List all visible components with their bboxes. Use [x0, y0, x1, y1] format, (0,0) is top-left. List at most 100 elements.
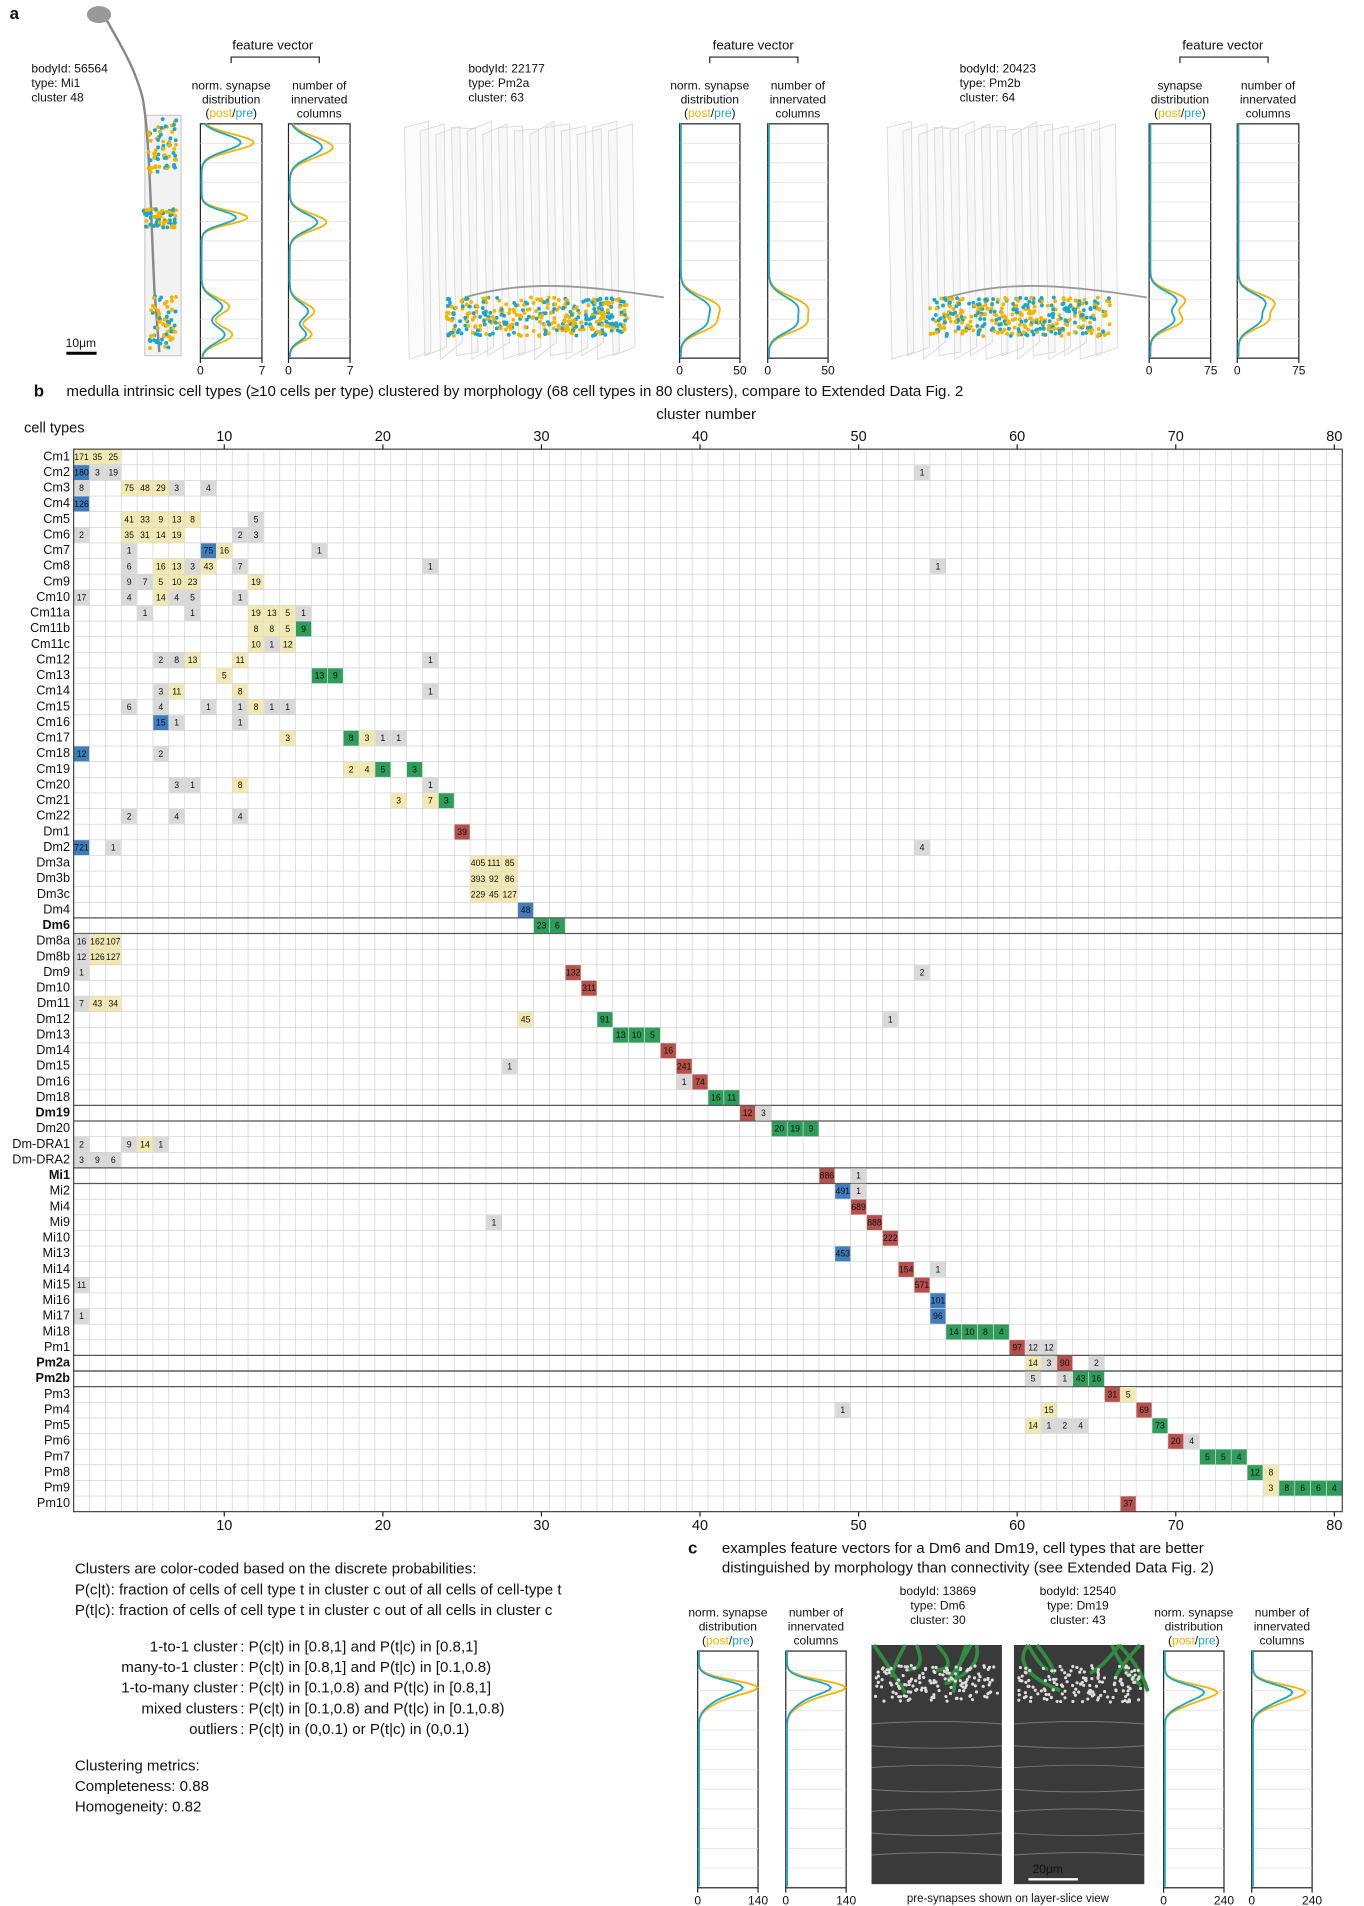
synapse-dot	[625, 303, 629, 307]
synapse-dot	[964, 1681, 967, 1684]
synapse-dot	[1087, 1691, 1090, 1694]
legend-note: Clusters are color-coded based on the di…	[75, 1561, 477, 1578]
synapse-dot	[1018, 296, 1022, 300]
synapse-dot	[153, 164, 157, 168]
synapse-dot	[1022, 331, 1026, 335]
synapse-dot	[166, 329, 170, 333]
synapse-dot	[623, 319, 627, 323]
chart-title: number of	[1255, 1606, 1310, 1620]
cell-value: 5	[285, 608, 290, 618]
cell-value: 7	[143, 577, 148, 587]
cell-value: 8	[174, 655, 179, 665]
synapse-dot	[165, 225, 169, 229]
synapse-dot	[466, 324, 470, 328]
cell-value: 4	[1237, 1452, 1242, 1462]
synapse-dot	[484, 332, 488, 336]
synapse-dot	[992, 1665, 995, 1668]
synapse-dot	[1085, 316, 1089, 320]
synapse-dot	[1099, 1694, 1102, 1697]
synapse-dot	[946, 1669, 949, 1672]
cell-value: 4	[174, 811, 179, 821]
synapse-dot	[905, 1683, 908, 1686]
x-axis-title: cluster number	[656, 406, 756, 423]
synapse-dot	[570, 331, 574, 335]
synapse-dot	[579, 320, 583, 324]
synapse-dot	[149, 158, 153, 162]
synapse-dot	[1057, 313, 1061, 317]
cell-value: 2	[158, 655, 163, 665]
neuron-info: cluster: 30	[910, 1613, 966, 1627]
chart-title: innervated	[291, 92, 347, 106]
synapse-dot	[507, 311, 511, 315]
cell-value: 4	[920, 842, 925, 852]
cell-value: 9	[127, 577, 132, 587]
synapse-dot	[1001, 315, 1005, 319]
synapse-dot	[483, 323, 487, 327]
legend-rule: : P(c|t) in (0,0.1) or P(t|c) in (0,0.1)	[240, 1721, 469, 1738]
synapse-dot	[1040, 304, 1044, 308]
synapse-dot	[156, 170, 160, 174]
synapse-dot	[1027, 300, 1031, 304]
cell-value: 405	[471, 858, 486, 868]
synapse-dot	[563, 325, 567, 329]
synapse-dot	[495, 326, 499, 330]
cell-value: 393	[471, 874, 486, 884]
synapse-dot	[1112, 1696, 1115, 1699]
synapse-dot	[584, 322, 588, 326]
synapse-dot	[1011, 302, 1015, 306]
synapse-dot	[495, 296, 499, 300]
cell-value: 4	[365, 764, 370, 774]
cell-value: 1	[317, 546, 322, 556]
cell-value: 8	[269, 624, 274, 634]
synapse-dot	[937, 323, 941, 327]
synapse-dot	[991, 1679, 994, 1682]
synapse-dot	[1130, 1670, 1133, 1673]
cell-value: 2	[158, 749, 163, 759]
x-tick-label: 20	[375, 1518, 391, 1534]
synapse-dot	[500, 308, 504, 312]
synapse-dot	[960, 1697, 963, 1700]
synapse-dot	[1081, 1700, 1084, 1703]
synapse-dot	[895, 1692, 898, 1695]
synapse-dot	[1029, 296, 1033, 300]
cell-value: 9	[127, 1139, 132, 1149]
cell-value: 1	[190, 780, 195, 790]
neuron-info: bodyId: 12540	[1040, 1584, 1117, 1598]
synapse-dot	[1134, 1673, 1137, 1676]
synapse-dot	[1107, 296, 1111, 300]
synapse-dot	[1024, 1691, 1027, 1694]
synapse-dot	[1021, 305, 1025, 309]
synapse-dot	[1125, 1671, 1128, 1674]
synapse-dot	[1000, 306, 1004, 310]
synapse-dot	[1060, 1683, 1063, 1686]
synapse-dot	[481, 306, 485, 310]
synapse-dot	[147, 150, 151, 154]
synapse-dot	[1128, 1673, 1131, 1676]
synapse-dot	[167, 310, 171, 314]
synapse-dot	[1011, 308, 1015, 312]
chart-title: synapse	[1157, 78, 1202, 92]
synapse-dot	[156, 138, 160, 142]
cell-value: 8	[238, 780, 243, 790]
cell-value: 12	[77, 749, 87, 759]
synapse-dot	[547, 331, 551, 335]
synapse-dot	[618, 330, 622, 334]
synapse-dot	[1017, 1689, 1020, 1692]
synapse-dot	[461, 304, 465, 308]
legend-note: P(c|t): fraction of cells of cell type t…	[75, 1581, 563, 1598]
synapse-dot	[875, 1685, 878, 1688]
synapse-dot	[1073, 321, 1077, 325]
chart-title: number of	[789, 1606, 844, 1620]
synapse-dot	[167, 345, 171, 349]
synapse-dot	[1064, 1676, 1067, 1679]
row-label: Dm-DRA1	[12, 1136, 70, 1151]
row-label: Cm4	[43, 495, 70, 510]
synapse-dot	[904, 1665, 907, 1668]
row-label: Dm18	[36, 1089, 70, 1104]
synapse-dot	[933, 1671, 936, 1674]
x-tick-label: 0	[1160, 1893, 1167, 1906]
row-label: Dm10	[36, 980, 70, 995]
syn-legend-part: pre	[1184, 106, 1202, 120]
synapse-dot	[1059, 334, 1063, 338]
row-label: Pm10	[37, 1495, 70, 1510]
